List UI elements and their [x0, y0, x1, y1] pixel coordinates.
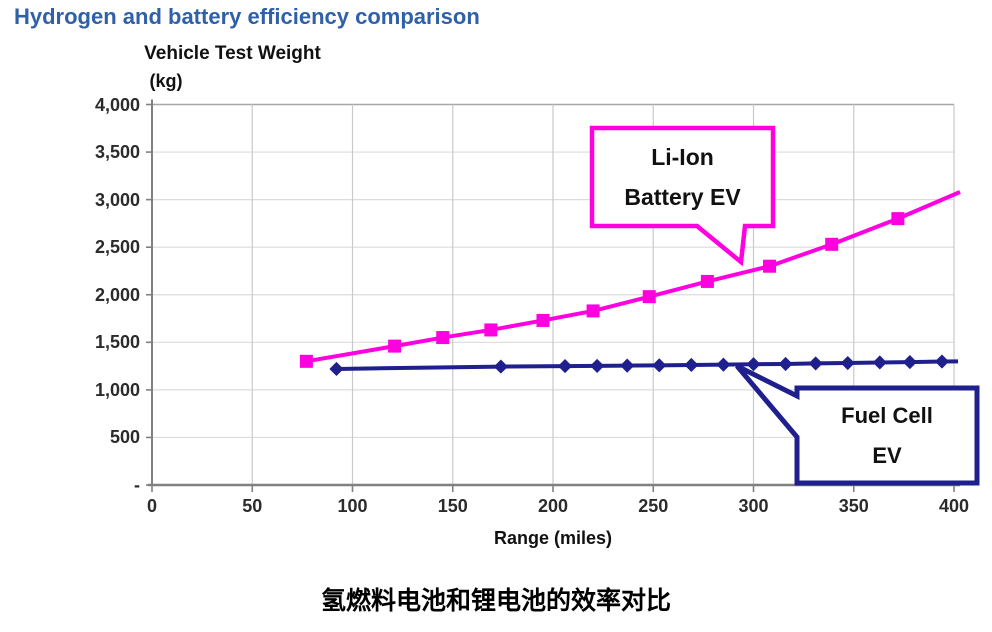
fuelcell-data-point: [872, 355, 887, 370]
y-tick-label: -: [134, 475, 140, 495]
liion-callout-label: Li-Ion Battery EV: [594, 130, 771, 224]
y-tick-label: 500: [109, 427, 140, 448]
liion-data-point: [586, 304, 600, 318]
liion-callout-line2: Battery EV: [624, 184, 741, 210]
y-tick-label: 3,000: [94, 189, 140, 210]
fuelcell-data-point: [934, 354, 950, 369]
x-tick-label: 400: [938, 496, 970, 516]
x-tick-label: 150: [437, 496, 468, 516]
fuelcell-data-point: [557, 359, 573, 374]
fuelcell-data-point: [716, 357, 731, 372]
liion-data-point: [484, 323, 498, 337]
x-axis-title: Range (miles): [493, 528, 613, 548]
y-tick-label: 3,500: [94, 142, 140, 163]
y-tick-label: 2,000: [94, 284, 140, 305]
y-axis-units: (kg): [149, 71, 183, 91]
fuelcell-data-point: [808, 356, 823, 371]
fuelcell-data-point: [493, 359, 508, 374]
liion-data-point: [825, 237, 839, 251]
y-tick-label: 1,500: [94, 332, 140, 353]
fuelcell-data-point: [329, 361, 344, 377]
liion-callout-line1: Li-Ion: [651, 144, 714, 170]
liion-data-point: [436, 331, 450, 345]
fuelcell-data-point: [590, 358, 605, 373]
liion-data-point: [891, 212, 905, 226]
y-axis-title: Vehicle Test Weight: [144, 43, 321, 64]
x-tick-label: 300: [738, 496, 769, 516]
x-tick-label: 50: [242, 496, 263, 516]
liion-data-point: [536, 313, 550, 327]
data-series: [299, 190, 961, 377]
fuelcell-data-point: [620, 358, 635, 373]
page-title: Hydrogen and battery efficiency comparis…: [14, 4, 480, 29]
y-tick-label: 1,000: [94, 379, 140, 400]
y-tick-label: 4,000: [94, 94, 140, 115]
x-tick-label: 100: [337, 496, 368, 516]
y-tick-label: 2,500: [94, 237, 140, 258]
liion-callout-box: [589, 125, 776, 267]
fuelcell-data-point: [840, 355, 855, 371]
caption: 氢燃料电池和锂电池的效率对比: [320, 586, 671, 615]
liion-data-point: [299, 354, 313, 368]
fuelcell-data-point: [778, 356, 793, 372]
fuelcell-callout-line1: Fuel Cell: [841, 402, 933, 428]
fuelcell-callout-label: Fuel Cell EV: [799, 390, 975, 481]
x-tick-label: 200: [537, 496, 569, 516]
x-tick-label: 250: [638, 496, 669, 516]
callout-shapes: [589, 125, 980, 486]
fuelcell-data-point: [684, 357, 699, 373]
fuelcell-callout-line2: EV: [872, 442, 902, 468]
liion-data-point: [388, 339, 402, 353]
fuelcell-data-point: [746, 357, 761, 372]
liion-data-point: [763, 259, 777, 273]
liion-data-point: [700, 274, 714, 288]
x-tick-label: 350: [838, 496, 869, 516]
fuelcell-callout-box: [735, 363, 980, 486]
x-tick-label: 0: [146, 496, 157, 516]
fuelcell-data-point: [902, 355, 917, 370]
fuelcell-data-point: [652, 358, 667, 373]
liion-data-point: [642, 290, 656, 304]
